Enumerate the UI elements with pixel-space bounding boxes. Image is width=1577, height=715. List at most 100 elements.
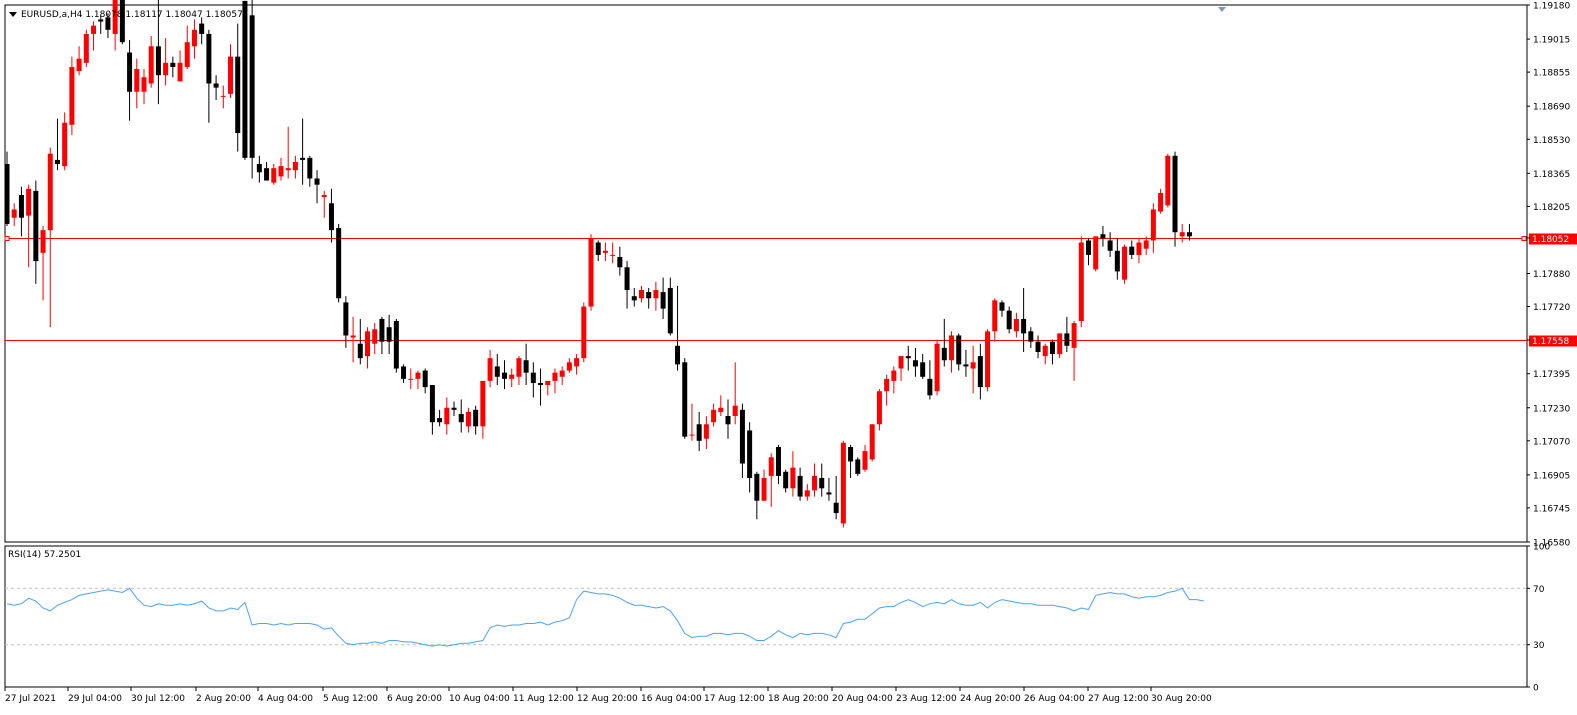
candle-body (826, 492, 832, 495)
time-tick-label: 16 Aug 04:00 (641, 694, 702, 704)
candle-body (682, 362, 688, 437)
candle-body (1158, 192, 1164, 212)
candle (934, 339, 940, 396)
time-tick-label: 30 Jul 12:00 (131, 694, 185, 704)
line-handle-left[interactable] (4, 236, 10, 241)
candle (494, 354, 500, 386)
candle-body (206, 33, 212, 84)
candle (833, 475, 839, 520)
candle (790, 451, 796, 497)
candle (1049, 339, 1055, 365)
candle-body (365, 331, 370, 357)
menu-triangle-icon[interactable] (9, 12, 17, 17)
candle-body (285, 168, 291, 171)
candle-body (33, 190, 39, 262)
candle (1006, 306, 1012, 334)
candle-body (480, 380, 486, 427)
line-handle-right[interactable] (1521, 236, 1527, 241)
candle (1107, 232, 1113, 257)
candle (401, 364, 407, 383)
candle (588, 234, 594, 311)
candle-body (1107, 240, 1113, 251)
candle-body (927, 378, 933, 396)
candle (271, 164, 277, 185)
candle (1100, 225, 1106, 247)
candle-body (170, 62, 176, 67)
candle (812, 463, 818, 497)
candle (999, 300, 1005, 317)
candle-body (357, 343, 363, 359)
candle (249, 0, 255, 179)
time-tick-label: 5 Aug 12:00 (323, 694, 378, 704)
candle-body (401, 366, 407, 379)
candle-body (891, 370, 897, 381)
candle (1129, 240, 1135, 260)
candle-body (393, 321, 399, 369)
candle (393, 318, 399, 373)
candle (458, 399, 464, 433)
candle-body (566, 362, 572, 371)
candle-body (11, 209, 17, 218)
candle (985, 329, 991, 392)
candle (69, 56, 75, 136)
candle-body (538, 382, 544, 386)
candle-body (278, 166, 284, 177)
candle-body (509, 374, 515, 379)
candle (54, 118, 60, 171)
candle (307, 155, 313, 187)
time-tick-label: 24 Aug 20:00 (960, 694, 1021, 704)
candle-body (1057, 333, 1063, 355)
candle-body (372, 329, 378, 344)
candle-body (970, 362, 976, 369)
candle-body (963, 364, 969, 367)
time-tick-label: 6 Aug 20:00 (387, 694, 442, 704)
candle-body (18, 195, 24, 218)
candle (595, 240, 601, 262)
candle-body (1028, 331, 1034, 342)
candle (732, 362, 738, 425)
price-level-tag-label: 1.18052 (1532, 235, 1569, 245)
time-tick-label: 27 Aug 12:00 (1088, 694, 1149, 704)
candle (862, 444, 868, 472)
time-tick-label: 2 Aug 20:00 (196, 694, 251, 704)
candle-body (437, 418, 443, 423)
candle (177, 50, 183, 82)
candle-body (718, 407, 724, 412)
candle (538, 368, 544, 406)
candle (328, 188, 334, 243)
candle (610, 242, 616, 264)
candle-body (819, 477, 825, 489)
candle (98, 15, 104, 34)
candle-body (1042, 345, 1048, 357)
time-tick-label: 23 Aug 12:00 (896, 694, 957, 704)
price-tick-label: 1.18365 (1533, 170, 1570, 180)
candle (905, 345, 911, 371)
candle (566, 358, 572, 373)
candle (343, 296, 349, 348)
candle-body (1129, 246, 1135, 255)
rsi-tick-label: 100 (1533, 543, 1550, 553)
candle-body (992, 300, 998, 332)
candle-body (739, 409, 745, 464)
candle (963, 349, 969, 377)
candle-body (415, 372, 421, 379)
candle (141, 69, 147, 105)
candle-body (696, 424, 702, 441)
candle (970, 345, 976, 394)
candle-body (220, 95, 226, 97)
candle (624, 261, 630, 309)
candle-body (689, 434, 695, 436)
scroll-marker-icon[interactable] (1218, 7, 1226, 12)
candle (1165, 153, 1171, 208)
price-tick-label: 1.17230 (1533, 404, 1570, 414)
candle-body (429, 385, 435, 423)
candle-body (559, 370, 565, 377)
price-tick-label: 1.18205 (1533, 203, 1570, 213)
candle (220, 85, 226, 109)
candle-body (119, 0, 125, 43)
candle (574, 354, 580, 375)
price-level-tag-label: 1.17558 (1532, 337, 1569, 347)
time-tick-label: 11 Aug 12:00 (513, 694, 574, 704)
candle-body (54, 159, 60, 165)
candle-body (768, 457, 774, 476)
